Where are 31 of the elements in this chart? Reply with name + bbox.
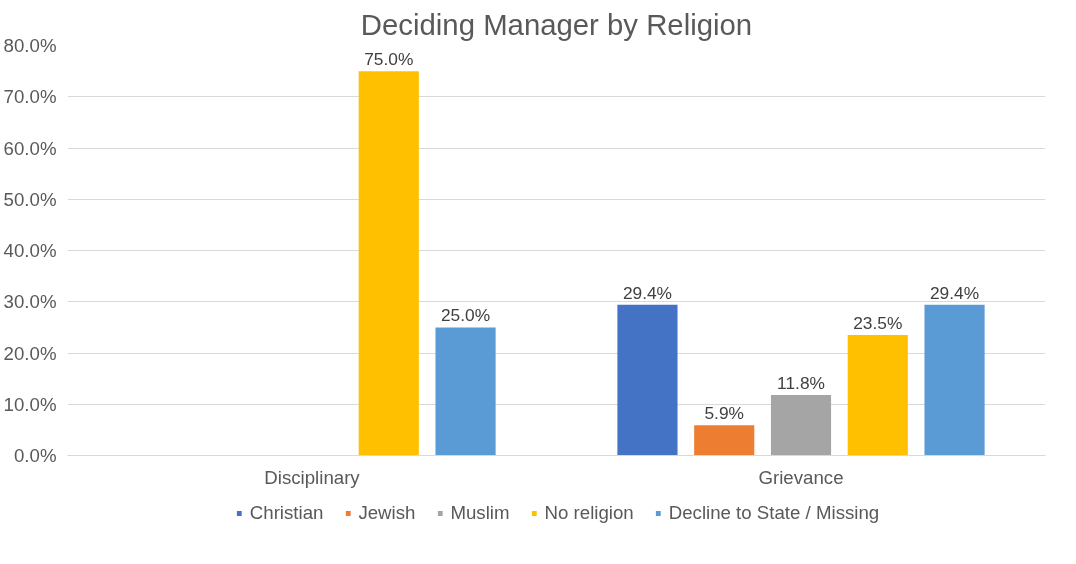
bar [435,327,496,456]
x-tick-label: Grievance [758,466,844,488]
legend-label: No religion [544,501,634,524]
bar [770,395,832,456]
legend-label: Muslim [450,501,510,524]
data-label: 25.0% [440,305,491,326]
y-tick-label: 0.0% [13,445,57,466]
y-tick-label: 30.0% [3,291,57,313]
y-tick-label: 60.0% [3,137,57,159]
y-tick-label: 70.0% [3,86,57,108]
legend-label: Jewish [358,501,416,524]
data-label: 29.4% [929,282,980,303]
legend-label: Decline to State / Missing [668,501,880,524]
data-label: 75.0% [364,49,414,70]
bar [617,304,678,456]
legend-label: Christian [249,501,324,524]
bar [694,425,755,456]
data-label: 5.9% [704,403,744,424]
data-label: 11.8% [777,373,825,394]
data-label: 23.5% [853,313,903,334]
bar [924,304,985,456]
data-label: 29.4% [622,282,673,303]
y-tick-label: 40.0% [3,240,57,261]
bar [847,335,908,456]
chart-title: Deciding Manager by Religion [360,7,753,41]
y-tick-label: 20.0% [3,342,57,364]
x-tick-label: Disciplinary [264,466,361,488]
bar [358,71,419,456]
y-tick-label: 50.0% [3,188,57,210]
y-tick-label: 10.0% [3,393,57,415]
y-tick-label: 80.0% [3,35,57,56]
